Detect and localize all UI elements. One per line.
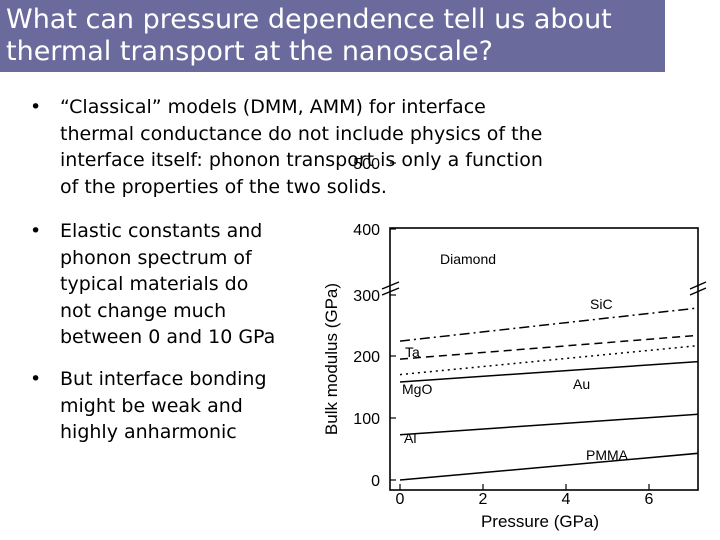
- series-line-al: [399, 413, 698, 436]
- x-tick-label: 4: [562, 491, 571, 508]
- series-line-ta: [399, 334, 698, 360]
- x-tick-label: 6: [645, 491, 654, 508]
- bullet-marker: •: [30, 368, 42, 390]
- series-label-ta: Ta: [405, 344, 420, 360]
- y-tick-label: 400: [353, 222, 380, 239]
- bullet-text-line: Elastic constants and: [60, 220, 263, 242]
- bullet-item-interface-bonding: • But interface bonding might be weak an…: [30, 366, 267, 446]
- bullet-item-elastic-constants: • Elastic constants and phonon spectrum …: [30, 218, 275, 351]
- x-axis-label: Pressure (GPa): [481, 512, 599, 531]
- bullet-text-line: phonon spectrum of: [60, 246, 252, 269]
- slide-title-line-2: thermal transport at the nanoscale?: [6, 36, 494, 67]
- y-tick-label: 300: [353, 288, 380, 305]
- series-label-diamond: Diamond: [440, 251, 496, 267]
- plot-frame: [389, 227, 699, 491]
- axis-break-marks: [381, 281, 707, 296]
- series-label-mgo: MgO: [402, 381, 432, 397]
- x-tick-label: 2: [479, 491, 488, 508]
- series-line-pmma: [399, 452, 698, 481]
- bullet-text-line: between 0 and 10 GPa: [60, 326, 276, 348]
- bullet-text-line: thermal conductance do not include physi…: [60, 122, 543, 145]
- y-tick-label: 500: [353, 156, 380, 173]
- series-label-pmma: PMMA: [586, 447, 629, 463]
- bullet-text-line: highly anharmonic: [60, 421, 237, 443]
- series-line-sic: [399, 307, 698, 342]
- slide-title-bar: What can pressure dependence tell us abo…: [0, 0, 665, 72]
- series-label-au: Au: [573, 376, 590, 392]
- bullet-text-line: might be weak and: [60, 394, 243, 417]
- bullet-text-line: interface itself: phonon transport is on…: [60, 149, 543, 171]
- bullet-text-line: typical materials do: [60, 273, 249, 295]
- x-tick-label: 0: [396, 491, 405, 508]
- y-tick-label: 100: [353, 411, 380, 428]
- series-line-au: [399, 344, 698, 376]
- bullet-marker: •: [30, 96, 42, 118]
- series-label-al: Al: [404, 430, 416, 446]
- bullet-list-middle: • Elastic constants and phonon spectrum …: [30, 218, 275, 351]
- bullet-text-line: “Classical” models (DMM, AMM) for interf…: [60, 96, 486, 118]
- bullet-text-line: of the properties of the two solids.: [60, 175, 387, 198]
- y-tick-label: 0: [371, 473, 380, 490]
- series-line-mgo: [399, 360, 698, 383]
- bullet-text-line: But interface bonding: [60, 368, 267, 390]
- bullet-item-classical-models: • “Classical” models (DMM, AMM) for inte…: [30, 94, 543, 200]
- bullet-list-top: • “Classical” models (DMM, AMM) for inte…: [30, 94, 543, 200]
- series-label-sic: SiC: [590, 296, 613, 312]
- series-line-diamond: [400, 163, 720, 199]
- bullet-marker: •: [30, 220, 42, 242]
- slide-title-line-1: What can pressure dependence tell us abo…: [6, 4, 612, 35]
- y-axis-label: Bulk modulus (GPa): [322, 283, 341, 435]
- bullet-text-line: not change much: [60, 299, 227, 322]
- y-tick-label: 200: [353, 349, 380, 366]
- bullet-list-bottom: • But interface bonding might be weak an…: [30, 366, 267, 446]
